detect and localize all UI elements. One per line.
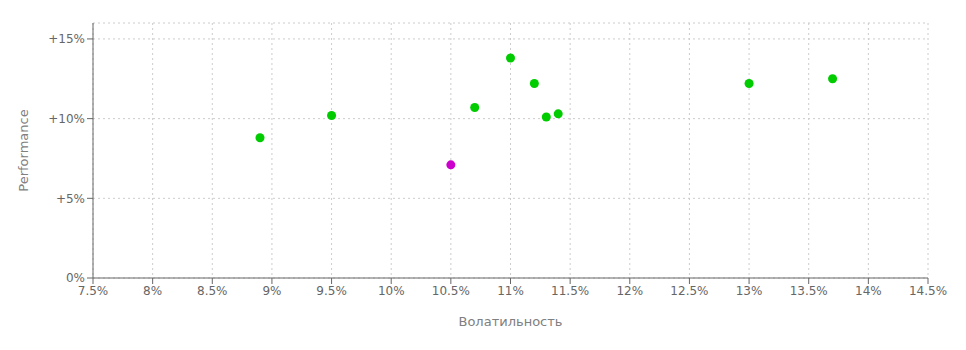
svg-text:11%: 11%	[497, 284, 524, 298]
svg-text:12%: 12%	[616, 284, 643, 298]
svg-text:11.5%: 11.5%	[551, 284, 589, 298]
svg-text:+5%: +5%	[56, 192, 85, 206]
svg-text:8.5%: 8.5%	[197, 284, 228, 298]
svg-text:Performance: Performance	[16, 109, 31, 191]
svg-text:13%: 13%	[736, 284, 763, 298]
svg-text:14%: 14%	[855, 284, 882, 298]
svg-text:8%: 8%	[143, 284, 162, 298]
svg-text:9%: 9%	[262, 284, 281, 298]
svg-text:10%: 10%	[378, 284, 405, 298]
svg-text:0%: 0%	[66, 271, 85, 285]
svg-text:7.5%: 7.5%	[78, 284, 109, 298]
svg-text:+15%: +15%	[48, 32, 85, 46]
svg-text:10.5%: 10.5%	[432, 284, 470, 298]
svg-text:13.5%: 13.5%	[790, 284, 828, 298]
svg-text:14.5%: 14.5%	[909, 284, 947, 298]
svg-text:+10%: +10%	[48, 112, 85, 126]
svg-text:12.5%: 12.5%	[670, 284, 708, 298]
svg-text:9.5%: 9.5%	[316, 284, 347, 298]
svg-text:Волатильность: Волатильность	[459, 314, 563, 329]
